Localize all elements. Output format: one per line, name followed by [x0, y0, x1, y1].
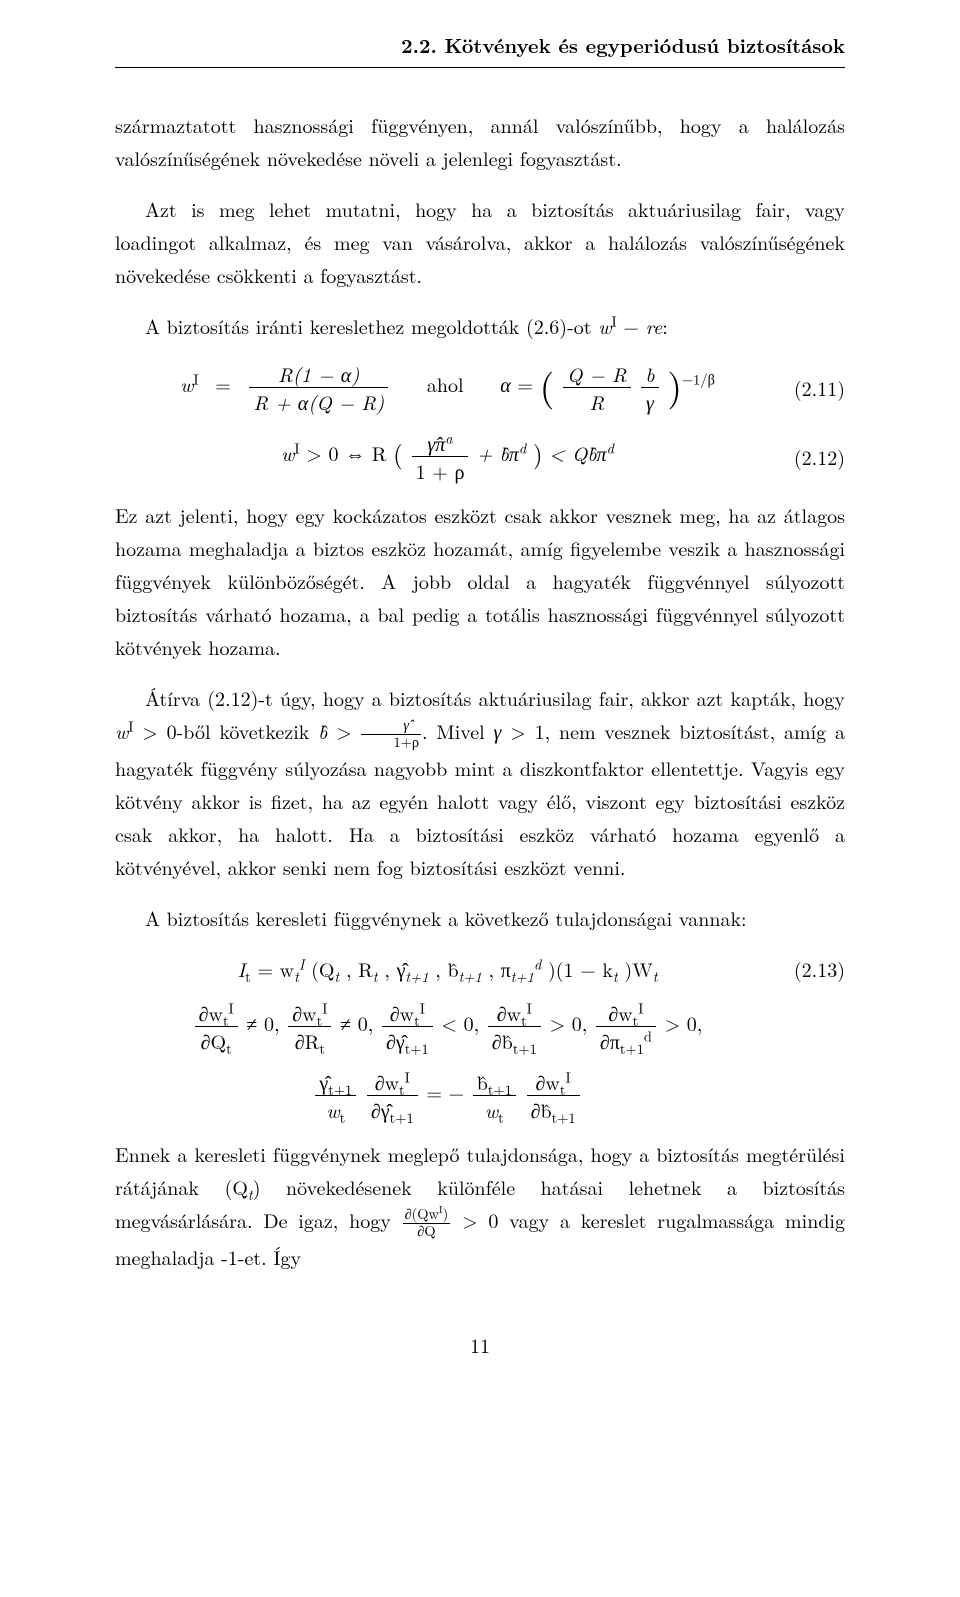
eq212-tag: (2.12): [780, 440, 845, 473]
eq212-fns: a: [445, 428, 452, 448]
eq211-sup: I: [193, 369, 198, 389]
paragraph-3a: A biztosítás iránti kereslethez megoldot…: [145, 311, 598, 340]
eq212-mid: + b̂π: [477, 438, 519, 467]
eq213-f: , b̂: [435, 954, 458, 983]
paragraph-7: Ennek a keresleti függvénynek meglepő tu…: [115, 1137, 845, 1273]
equation-2-11: wI = R(1 − α) R + α(Q − R) ahol α = ( Q …: [115, 360, 845, 415]
eq212-w: w: [281, 438, 294, 467]
paragraph-5b: -ből következik: [177, 716, 318, 745]
eq212-fd: 1 + ρ: [416, 456, 465, 485]
eq213-b: = w: [257, 954, 294, 983]
header-rule: [115, 67, 845, 68]
paragraph-6: A biztosítás keresleti függvénynek a köv…: [115, 901, 845, 934]
eq213-a: I: [237, 954, 245, 983]
running-head: 2.2. Kötvények és egyperiódusú biztosítá…: [115, 28, 845, 61]
eq211-alpha: α: [500, 369, 511, 398]
eq212-gt0: > 0 ⇔ R: [306, 438, 386, 467]
eq211-tag: (2.11): [780, 371, 845, 404]
paragraph-5: Átírva (2.12)-t úgy, hogy a biztosítás a…: [115, 681, 845, 883]
eq212-fn: γ̂π: [427, 428, 445, 457]
eq213-i: )W: [624, 954, 652, 983]
page-number: 11: [115, 1328, 845, 1361]
eq211-den: R + α(Q − R): [253, 387, 384, 416]
paragraph-3b: :: [662, 311, 668, 340]
equation-2-13: It = wtI (Qt , Rt , γ̂t+1 , b̂t+1 , πt+1…: [115, 952, 845, 985]
eq213-c: (Q: [311, 954, 334, 983]
paragraph-2: Azt is meg lehet mutatni, hogy ha a bizt…: [115, 192, 845, 291]
eq212-mids: d: [519, 438, 526, 458]
eq213-d: , R: [346, 954, 373, 983]
paragraph-1: származtatott hasznossági függvényen, an…: [115, 108, 845, 174]
paragraph-4: Ez azt jelenti, hogy egy kockázatos eszk…: [115, 498, 845, 663]
partials-row-2: γ̂t+1 wt ∂wtI ∂γ̂t+1 = − b̂t+1 wt ∂wtI ∂…: [115, 1068, 845, 1123]
paragraph-5a: Átírva (2.12)-t úgy, hogy a biztosítás a…: [145, 683, 845, 712]
eq211-ina: Q − R: [567, 359, 627, 388]
paragraph-3: A biztosítás iránti kereslethez megoldot…: [115, 309, 845, 342]
eq211-inb: b: [645, 359, 654, 388]
eq212-lt: < Qb̂π: [549, 438, 606, 467]
paragraph-5c: . Mivel: [422, 716, 494, 745]
eq211-exp: −1/β: [682, 369, 715, 389]
eq211-ahol: ahol: [427, 369, 464, 398]
eq213-tag: (2.13): [780, 952, 845, 985]
partials-row-1: ∂wtI ∂Qt ≠ 0, ∂wtI ∂Rt ≠ 0, ∂wtI ∂γ̂t+1 …: [115, 999, 845, 1054]
eq212-lts: d: [607, 438, 614, 458]
eq213-as: t: [245, 967, 251, 987]
eq211-ida: R: [590, 387, 605, 416]
eq212-sup: I: [294, 438, 299, 458]
eq213-h: )(1 − k: [548, 954, 613, 983]
eq213-e: , γ̂: [384, 954, 405, 983]
eq211-num: R(1 − α): [278, 359, 359, 388]
eq211-idb: γ: [646, 387, 654, 416]
eq213-g: , π: [488, 954, 510, 983]
eq211-w: w: [180, 369, 193, 398]
equation-2-12: wI > 0 ⇔ R ( γ̂πa 1 + ρ + b̂πd ) < Qb̂πd…: [115, 429, 845, 484]
